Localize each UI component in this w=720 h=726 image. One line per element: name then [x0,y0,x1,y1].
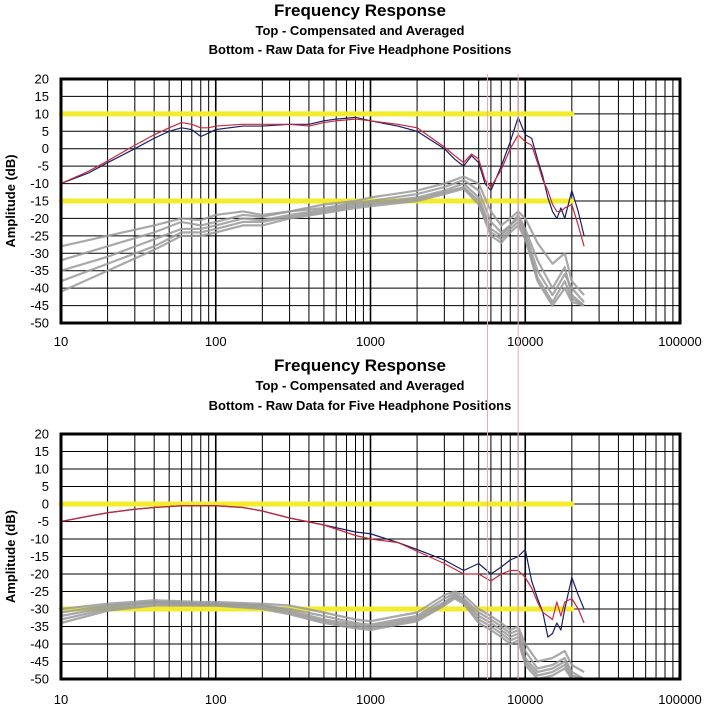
x-tick-label: 10 [54,334,68,349]
x-tick-label: 10000 [507,334,543,349]
y-tick-label: 20 [35,427,49,442]
x-tick-label: 100 [205,334,227,349]
chart-panel-bottom: Frequency Response Top - Compensated and … [3,356,702,707]
y-tick-label: 10 [35,106,49,121]
plot-frame [59,432,682,681]
y-tick-label: -5 [37,514,49,529]
chart-panel-top: Frequency Response Top - Compensated and … [3,1,702,349]
y-tick-label: 15 [35,89,49,104]
x-tick-label: 1000 [356,334,385,349]
raw-position-line [60,590,585,673]
y-axis-label: Amplitude (dB) [3,154,18,247]
y-tick-label: -15 [30,549,49,564]
y-tick-label: -30 [30,246,49,261]
y-tick-label: -35 [30,263,49,278]
y-tick-label: 20 [35,72,49,87]
chart-subtitle-bottom: Bottom - Raw Data for Five Headphone Pos… [209,42,512,57]
y-tick-label: -50 [30,672,49,687]
y-tick-label: -45 [30,298,49,313]
raw-position-line [60,593,585,681]
y-tick-label: -25 [30,584,49,599]
y-tick-label: -35 [30,619,49,634]
raw-position-line [60,187,585,307]
x-tick-label: 100000 [658,692,701,707]
y-tick-label: 0 [42,141,49,156]
y-tick-label: -15 [30,194,49,209]
y-tick-label: -5 [37,159,49,174]
y-tick-label: -30 [30,602,49,617]
y-tick-label: 5 [42,124,49,139]
chart-title: Frequency Response [274,356,446,375]
chart-subtitle-top: Top - Compensated and Averaged [256,23,465,38]
raw-position-line [60,182,585,303]
y-tick-label: 10 [35,462,49,477]
x-tick-label: 100000 [658,334,701,349]
raw-position-line [60,178,585,307]
raw-position-line [60,597,585,681]
y-tick-label: -10 [30,532,49,547]
x-tick-label: 10 [54,692,68,707]
x-tick-label: 10000 [507,692,543,707]
chart-subtitle-bottom: Bottom - Raw Data for Five Headphone Pos… [209,398,512,413]
x-tick-label: 1000 [356,692,385,707]
compensated-average-line [60,118,585,247]
y-tick-label: -50 [30,316,49,331]
y-tick-label: -25 [30,228,49,243]
y-tick-label: 15 [35,444,49,459]
chart-subtitle-top: Top - Compensated and Averaged [256,378,465,393]
y-tick-label: -40 [30,637,49,652]
compensated-average-line [60,116,585,236]
plot-frame [59,77,682,325]
raw-position-line [60,175,585,296]
y-tick-label: -40 [30,281,49,296]
y-tick-label: -20 [30,211,49,226]
y-axis-label: Amplitude (dB) [3,510,18,603]
x-tick-label: 100 [205,692,227,707]
y-tick-label: 0 [42,497,49,512]
y-tick-label: -45 [30,654,49,669]
chart-title: Frequency Response [274,1,446,20]
y-tick-label: -20 [30,567,49,582]
compensated-average-line [60,505,585,624]
y-tick-label: -10 [30,176,49,191]
y-tick-label: 5 [42,479,49,494]
